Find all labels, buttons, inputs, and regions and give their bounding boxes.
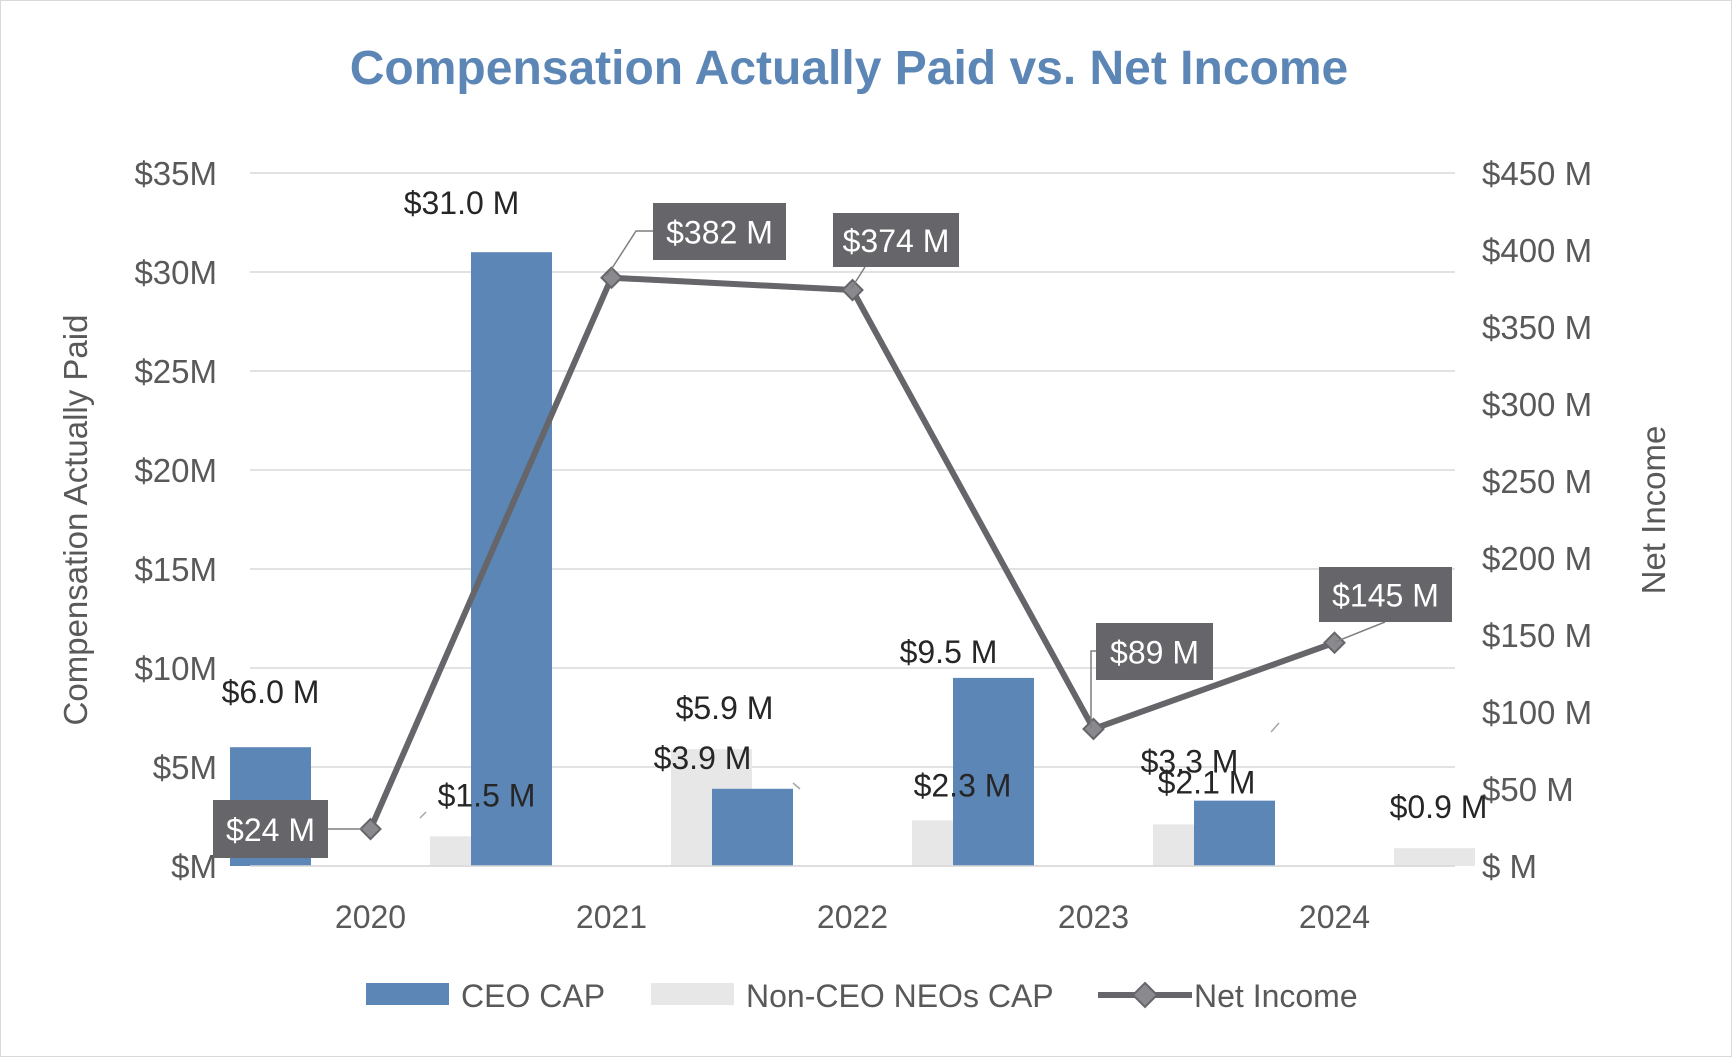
callout-box	[1319, 567, 1452, 622]
net-income-marker	[600, 266, 623, 290]
callout-box	[213, 800, 328, 858]
data-label-leader	[1270, 722, 1280, 733]
y-tick-label: $10M	[134, 650, 217, 687]
y-tick-label: $15M	[134, 551, 217, 588]
data-label-ceo-cap: $31.0 M	[404, 185, 520, 221]
y2-tick-label: $200 M	[1482, 540, 1592, 577]
y2-tick-label: $ M	[1482, 848, 1537, 885]
data-label-non-ceo-neos-cap: $2.1 M	[1158, 764, 1256, 800]
callout-box	[833, 213, 959, 267]
legend: CEO CAP Non-CEO NEOs CAP Net Income	[366, 978, 1358, 1014]
y2-tick-label: $450 M	[1482, 155, 1592, 192]
legend-label-net-income: Net Income	[1194, 978, 1358, 1014]
y2-tick-label: $350 M	[1482, 309, 1592, 346]
data-label-net-income: $89 M	[1110, 635, 1199, 671]
callout-box	[1096, 623, 1213, 680]
data-label-non-ceo-neos-cap: $1.5 M	[438, 777, 536, 813]
callout-leader	[850, 266, 866, 290]
y2-tick-label: $100 M	[1482, 694, 1592, 731]
data-label-net-income: $374 M	[843, 223, 950, 259]
y2-tick-label: $250 M	[1482, 463, 1592, 500]
bar-non-ceo-neos-cap	[1394, 848, 1475, 866]
x-tick-label: 2023	[1058, 899, 1129, 935]
y2-tick-label: $50 M	[1482, 771, 1574, 808]
x-tick-label: 2020	[335, 899, 406, 935]
net-income-marker	[841, 278, 864, 302]
data-label-non-ceo-neos-cap: $0.9 M	[1390, 789, 1488, 825]
bar-ceo-cap	[953, 677, 1034, 866]
data-label-ceo-cap: $9.5 M	[900, 634, 998, 670]
y2-tick-label: $400 M	[1482, 232, 1592, 269]
x-tick-label: 2021	[576, 899, 647, 935]
bar-data-labels: $6.0 M $1.5 M $31.0 M $5.9 M $3.9 M $2.3 M $9.…	[222, 185, 1488, 825]
y-tick-label: $M	[171, 848, 217, 885]
data-label-ceo-cap: $6.0 M	[222, 674, 320, 710]
legend-label-ceo-cap: CEO CAP	[461, 978, 605, 1014]
net-income-marker	[1082, 717, 1105, 741]
x-axis-ticks: 2020 2021 2022 2023 2024	[250, 865, 1455, 935]
legend-swatch-ceo-cap	[366, 983, 449, 1005]
data-label-leader	[792, 782, 801, 790]
data-label-ceo-cap: $3.3 M	[1141, 744, 1239, 780]
data-label-net-income: $24 M	[226, 812, 315, 848]
net-income-line	[359, 266, 1346, 841]
y-tick-label: $5M	[153, 749, 217, 786]
y-axis-title: Compensation Actually Paid	[57, 315, 94, 726]
net-income-marker	[359, 817, 382, 841]
y2-axis-title: Net Income	[1635, 426, 1672, 595]
data-label-leader	[419, 811, 427, 819]
bar-ceo-cap	[471, 252, 552, 866]
callout-leader	[606, 230, 653, 277]
data-label-non-ceo-neos-cap: $5.9 M	[676, 690, 774, 726]
data-label-net-income: $145 M	[1332, 578, 1439, 614]
x-tick-label: 2022	[817, 899, 888, 935]
bar-ceo-cap	[1194, 800, 1275, 866]
bar-ceo-cap	[712, 788, 793, 866]
callout-box	[653, 203, 786, 260]
y-tick-label: $25M	[134, 353, 217, 390]
y2-axis-ticks: $ M $50 M $100 M $150 M $200 M $250 M $300 M $3…	[1482, 155, 1592, 885]
data-label-net-income: $382 M	[666, 215, 773, 251]
y2-tick-label: $150 M	[1482, 617, 1592, 654]
legend-swatch-non-ceo-neos-cap	[651, 983, 734, 1005]
net-income-callouts: $24 M $382 M $374 M $89 M $145 M	[213, 203, 1452, 858]
data-label-non-ceo-neos-cap: $2.3 M	[914, 767, 1012, 803]
x-tick-label: 2024	[1299, 899, 1370, 935]
y-tick-label: $35M	[134, 155, 217, 192]
chart-title: Compensation Actually Paid vs. Net Incom…	[350, 42, 1348, 95]
y-tick-label: $30M	[134, 254, 217, 291]
legend-label-non-ceo-neos-cap: Non-CEO NEOs CAP	[746, 978, 1054, 1014]
callout-leader	[1090, 650, 1096, 728]
y-tick-label: $20M	[134, 452, 217, 489]
y-axis-ticks: $M $5M $10M $15M $20M $25M $30M $35M	[134, 155, 217, 885]
y2-tick-label: $300 M	[1482, 386, 1592, 423]
callout-leader	[1334, 621, 1386, 643]
legend-marker-net-income	[1131, 981, 1159, 1009]
data-label-ceo-cap: $3.9 M	[654, 740, 752, 776]
